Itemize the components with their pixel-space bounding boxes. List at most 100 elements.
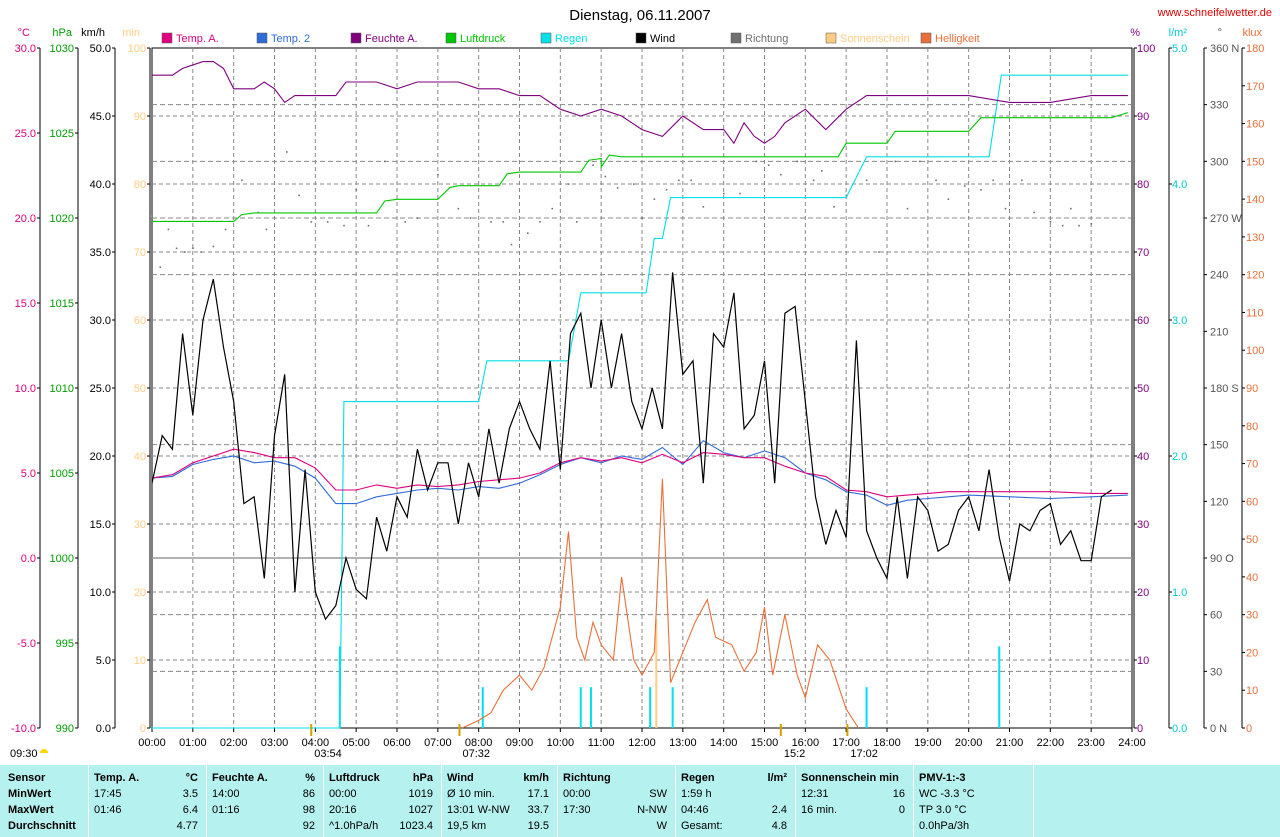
- footer-cell-label: 16 min.: [801, 804, 838, 816]
- temp-axis-tick-label: 30.0: [15, 43, 36, 55]
- direction-point: [1061, 224, 1064, 227]
- sunshine-axis-tick-label: 20: [134, 587, 146, 599]
- footer-cell-label: 19,5 km: [447, 820, 487, 832]
- brightness-axis-tick-label: 120: [1246, 270, 1264, 282]
- direction-point: [355, 188, 358, 191]
- pressure-axis-unit: hPa: [52, 27, 72, 39]
- direction-point: [980, 188, 982, 191]
- direction-axis-tick-label: 90 O: [1210, 553, 1234, 565]
- brightness-axis-tick-label: 130: [1246, 232, 1264, 244]
- direction-point: [894, 160, 897, 163]
- time-tick-label: 15:00: [751, 737, 779, 749]
- direction-point: [575, 221, 578, 223]
- brightness-axis-tick-label: 150: [1246, 156, 1264, 168]
- pressure-axis-tick-label: 1005: [50, 468, 74, 480]
- footer-section-title: Temp. A.: [94, 772, 140, 784]
- humidity-axis-tick-label: 100: [1137, 43, 1155, 55]
- humidity-axis-tick-label: 10: [1137, 655, 1149, 667]
- wind-axis-tick-label: 45.0: [90, 111, 111, 123]
- series-regen-line: [152, 74, 1128, 729]
- wind-axis-tick-label: 50.0: [90, 43, 111, 55]
- footer-section: Wind km/h Ø 10 min. 17.1 13:01 W-NW 33.7 19,5 …: [441, 765, 558, 837]
- temp-axis-tick-label: 15.0: [15, 298, 36, 310]
- direction-point: [780, 173, 782, 176]
- footer-cell-value: 2.4: [771, 804, 787, 816]
- sunshine-axis-tick-label: 80: [134, 179, 146, 191]
- rain-axis-tick-label: 5.0: [1172, 43, 1187, 55]
- direction-point: [865, 179, 868, 182]
- legend-label: Richtung: [745, 33, 788, 45]
- legend-label: Sonnenschein: [840, 33, 910, 45]
- brightness-axis-tick-label: 160: [1246, 119, 1264, 131]
- brightness-axis-tick-label: 100: [1246, 345, 1264, 357]
- direction-axis-tick-label: 240: [1210, 270, 1228, 282]
- footer-cell-value: 0: [898, 804, 905, 816]
- footer-cell-label: 00:00: [563, 788, 591, 800]
- direction-point: [702, 205, 705, 208]
- footer-section-title: Feuchte A.: [212, 772, 268, 784]
- direction-point: [690, 179, 692, 182]
- direction-point: [857, 103, 860, 106]
- footer-section-title: Regen: [681, 772, 715, 784]
- time-tick-label: 18:00: [873, 737, 901, 749]
- direction-point: [490, 221, 492, 223]
- legend-label: Feuchte A.: [365, 33, 418, 45]
- series-temp-a--line: [151, 448, 1128, 498]
- time-tick-label: 17:00: [832, 737, 860, 749]
- legend-label: Temp. A.: [176, 33, 219, 45]
- brightness-axis-tick-label: 80: [1246, 421, 1258, 433]
- footer-cell-label: 01:46: [94, 804, 122, 816]
- direction-axis-tick-label: 210: [1210, 326, 1228, 338]
- direction-axis-tick-label: 300: [1210, 156, 1228, 168]
- direction-point: [151, 215, 153, 218]
- sun-event-label: 17:02: [850, 748, 878, 760]
- footer-section: Sonnenschein min 12:31 16 16 min. 0: [795, 765, 914, 837]
- direction-point: [878, 251, 880, 253]
- brightness-axis-tick-label: 140: [1246, 194, 1264, 206]
- direction-point: [265, 228, 268, 231]
- footer-label-min: MinWert: [8, 788, 52, 800]
- direction-point: [678, 179, 680, 182]
- direction-point: [510, 243, 513, 246]
- footer-section: Regen l/m² 1:59 h 04:46 2.4 Gesamt: 4.8: [675, 765, 796, 837]
- time-tick-label: 03:00: [261, 737, 289, 749]
- time-tick-label: 22:00: [1037, 737, 1065, 749]
- legend-swatch: [445, 32, 457, 44]
- rain-axis-tick-label: 0.0: [1172, 723, 1187, 735]
- direction-point: [567, 183, 570, 185]
- direction-point: [963, 185, 966, 187]
- temp-axis-unit: °C: [18, 27, 30, 39]
- time-tick-label: 11:00: [588, 737, 615, 749]
- footer-cell-label: 1:59 h: [681, 788, 712, 800]
- footer-section-title: Richtung: [563, 772, 611, 784]
- sunshine-axis-tick-label: 0: [140, 723, 146, 735]
- time-tick-label: 09:00: [506, 737, 534, 749]
- direction-point: [1033, 211, 1035, 214]
- brightness-axis-tick-label: 60: [1246, 496, 1258, 508]
- temp-axis-tick-label: 0.0: [21, 553, 36, 565]
- time-tick-label: 06:00: [383, 737, 411, 749]
- direction-point: [539, 221, 541, 223]
- footer-section-title: Wind: [447, 772, 474, 784]
- time-tick-label: 13:00: [669, 737, 697, 749]
- wind-axis-tick-label: 30.0: [90, 315, 111, 327]
- footer-cell-value: 98: [302, 804, 315, 816]
- time-tick-label: 24:00: [1118, 737, 1146, 749]
- direction-point: [310, 221, 313, 223]
- sunshine-axis-tick-label: 50: [134, 383, 146, 395]
- chart-title: Dienstag, 06.11.2007: [569, 7, 711, 24]
- humidity-axis-tick-label: 70: [1137, 247, 1149, 259]
- direction-point: [286, 151, 288, 153]
- wind-axis-unit: km/h: [81, 27, 105, 39]
- wind-axis-tick-label: 15.0: [90, 519, 111, 531]
- brightness-axis-tick-label: 110: [1246, 307, 1264, 319]
- footer-cell-label: TP 3.0 °C: [919, 804, 967, 816]
- brightness-axis-tick-label: 0: [1246, 723, 1252, 735]
- direction-point: [1004, 207, 1007, 210]
- footer-cell-value: 33.7: [527, 804, 549, 816]
- direction-axis-tick-label: 270 W: [1210, 213, 1242, 225]
- humidity-axis-tick-label: 60: [1137, 315, 1149, 327]
- direction-point: [212, 245, 215, 248]
- temp-axis-tick-label: 5.0: [21, 468, 36, 480]
- sun-event-marks: 09:30 03:54 07:32 15:2 17:02: [10, 724, 878, 760]
